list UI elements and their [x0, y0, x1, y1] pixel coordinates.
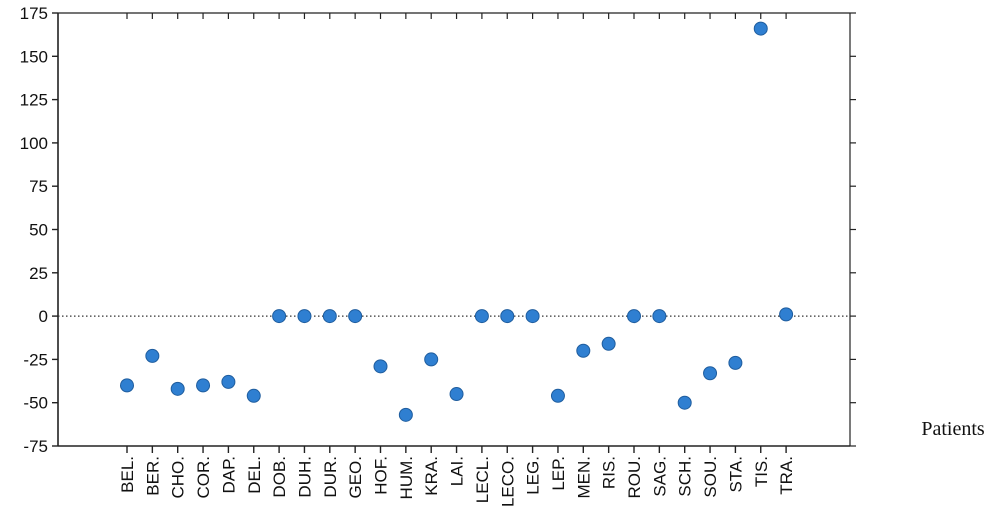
y-tick-label: -75: [23, 437, 48, 456]
x-tick-label: LEG.: [524, 456, 543, 495]
x-tick-label: CHO.: [169, 456, 188, 499]
y-tick-label: -50: [23, 394, 48, 413]
x-tick-label: DEL.: [245, 456, 264, 494]
x-axis-label: Patients: [921, 418, 985, 440]
x-tick-label: STA.: [726, 456, 745, 493]
data-point: [474, 309, 489, 324]
x-tick-label: KRA.: [422, 456, 441, 496]
data-point: [753, 21, 768, 36]
data-point: [322, 309, 337, 324]
x-tick-label: ROU.: [625, 456, 644, 499]
x-tick-label: SAG.: [650, 456, 669, 497]
x-axis: BEL. BER. CHO. COR. DAP. DEL. DOB. DUH. DUR. GEO.…: [118, 13, 796, 507]
y-tick-label: 100: [20, 134, 48, 153]
y-tick-label: 50: [29, 221, 48, 240]
y-axis: -75 -50 -25 0 25 50 75 100 125 150 175: [20, 4, 856, 456]
y-tick-label: 150: [20, 47, 48, 66]
x-tick-label: LEP.: [549, 456, 568, 491]
data-point: [652, 309, 667, 324]
data-point: [145, 348, 160, 363]
x-tick-label: SCH.: [676, 456, 695, 497]
data-point: [246, 388, 261, 403]
data-point: [728, 355, 743, 370]
data-point: [221, 374, 236, 389]
data-point: [348, 309, 363, 324]
data-point: [500, 309, 515, 324]
data-point: [373, 359, 388, 374]
x-tick-label: GEO.: [346, 456, 365, 499]
data-point: [779, 307, 794, 322]
y-tick-label: 75: [29, 177, 48, 196]
y-tick-label: 0: [39, 307, 48, 326]
plot-frame: [57, 12, 851, 447]
x-tick-label: DAP.: [219, 456, 238, 494]
data-point: [449, 387, 464, 402]
x-tick-label: TRA.: [777, 456, 796, 495]
x-tick-label: SOU.: [701, 456, 720, 498]
data-point: [424, 352, 439, 367]
x-tick-label: LAI.: [448, 456, 467, 486]
y-tick-label: 25: [29, 264, 48, 283]
x-tick-label: MEN.: [574, 456, 593, 499]
x-tick-label: BEL.: [118, 456, 137, 493]
y-tick-label: 175: [20, 4, 48, 23]
x-tick-label: TIS.: [752, 456, 771, 487]
data-point: [703, 366, 718, 381]
data-point: [297, 309, 312, 324]
data-point: [627, 309, 641, 324]
x-tick-label: LECO.: [498, 456, 517, 507]
data-points: [120, 21, 794, 422]
data-point: [120, 378, 134, 393]
x-tick-label: DUR.: [321, 456, 340, 498]
data-point: [272, 309, 287, 324]
data-point: [525, 309, 540, 324]
x-tick-label: DOB.: [270, 456, 289, 498]
y-tick-label: -25: [23, 350, 48, 369]
x-tick-label: DUH.: [295, 456, 314, 498]
data-point: [576, 343, 591, 358]
data-point: [196, 378, 211, 393]
x-tick-label: BER.: [143, 456, 162, 496]
x-tick-label: COR.: [194, 456, 213, 499]
data-point: [550, 388, 565, 403]
y-tick-label: 125: [20, 91, 48, 110]
data-point: [677, 395, 692, 410]
x-tick-label: HOF.: [372, 456, 391, 495]
data-point: [170, 381, 185, 396]
x-tick-label: LECL.: [473, 456, 492, 503]
data-point: [398, 407, 413, 422]
data-point: [601, 336, 616, 351]
x-tick-label: HUM.: [397, 456, 416, 499]
x-tick-label: RIS.: [600, 456, 619, 489]
